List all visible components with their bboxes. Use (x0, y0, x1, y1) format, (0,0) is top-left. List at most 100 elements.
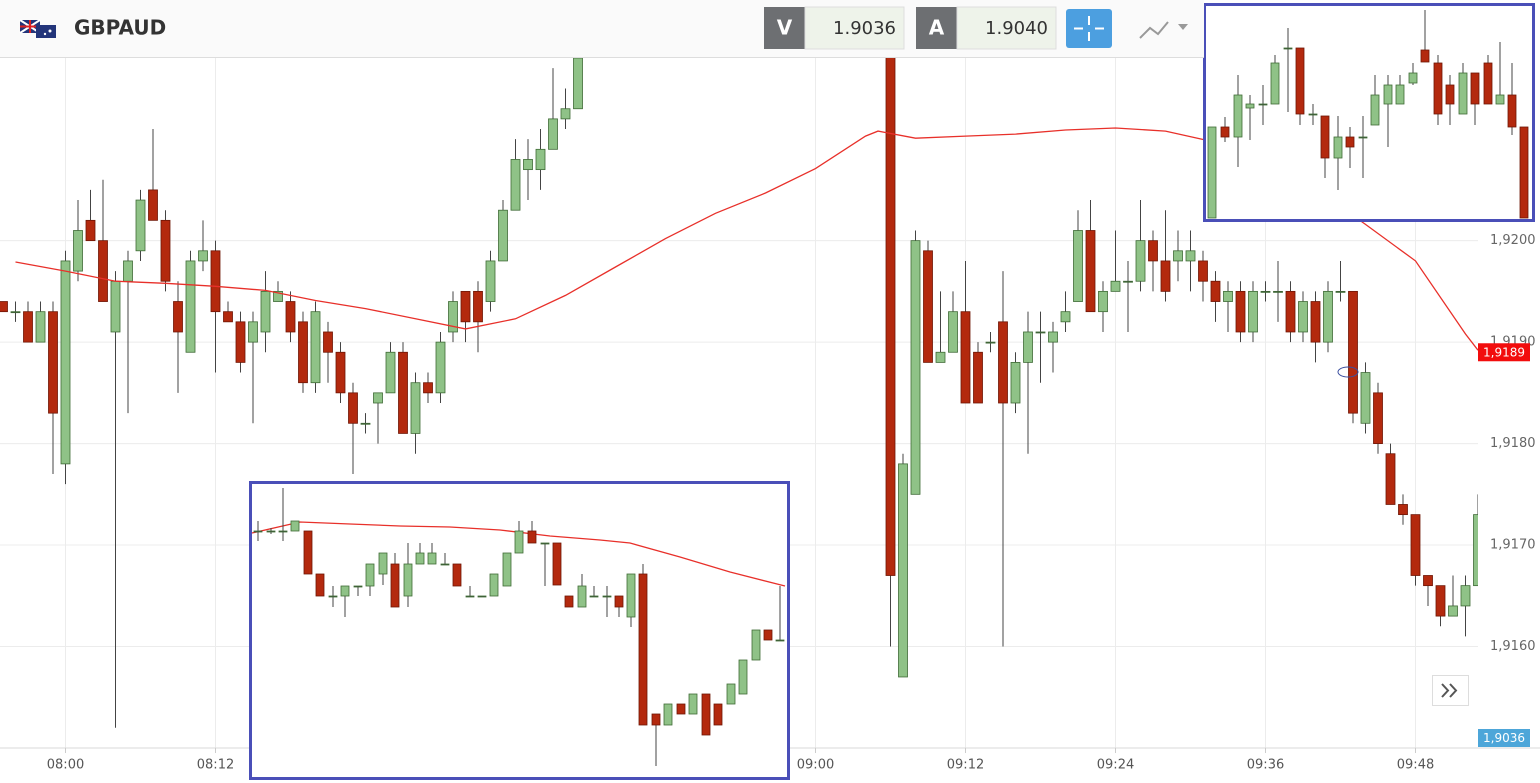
inset-candle (651, 713, 661, 726)
buy-button[interactable] (916, 7, 957, 49)
candle-body (1048, 331, 1058, 343)
inset-candle (726, 683, 736, 705)
candle-body (1273, 290, 1283, 293)
chart-type-icon[interactable] (1139, 21, 1169, 39)
candle-body (1373, 392, 1383, 444)
inset-candle (1495, 94, 1505, 105)
inset-candle (1320, 115, 1330, 159)
plot-area (0, 58, 1478, 728)
y-tick-label: 1,9200 (1490, 233, 1536, 248)
candle-body (135, 199, 146, 252)
candle-body (935, 351, 946, 363)
candle-body (48, 311, 58, 414)
dropdown-arrow[interactable] (1178, 24, 1188, 30)
inset-candle (1507, 94, 1517, 128)
inset-candle (1358, 136, 1368, 139)
inset-candle (1220, 126, 1230, 138)
candle-body (160, 219, 171, 282)
candle-body (560, 108, 571, 120)
candle-body (123, 260, 133, 282)
inset-candle (1308, 113, 1318, 116)
candle-body (548, 118, 558, 150)
candle-body (1198, 260, 1208, 282)
header: GBPAUD V 1.9036 A 1.9040 (0, 0, 1204, 58)
inset-candle (1370, 94, 1380, 126)
candle-body (1148, 240, 1158, 262)
candle-body (1298, 301, 1308, 333)
crosshair-button[interactable] (1066, 9, 1112, 48)
buy-price[interactable]: 1.9040 (985, 18, 1048, 39)
inset-candle (365, 563, 375, 587)
inset-panel (249, 481, 790, 780)
inset-candle (378, 552, 388, 575)
inset-candle (751, 629, 761, 661)
inset-candle (514, 530, 524, 554)
candle-body (198, 250, 208, 262)
candle-body (1473, 514, 1478, 587)
candle-body (360, 422, 371, 425)
inset-candle (403, 563, 413, 597)
inset-candle (1470, 72, 1480, 105)
candle-body (535, 148, 546, 171)
x-tick-label: 09:12 (947, 758, 984, 773)
inset-candle (415, 552, 425, 565)
inset-candle (688, 693, 698, 715)
inset-candle (489, 573, 499, 597)
candle-body (1185, 250, 1196, 262)
candle-body (0, 301, 8, 313)
y-tick-label: 1,9180 (1490, 436, 1536, 451)
candle-body (1160, 260, 1171, 292)
candle-body (73, 230, 83, 272)
candle-body (1010, 362, 1021, 404)
candle-body (1348, 290, 1358, 414)
candle-body (1385, 453, 1396, 505)
buy-price-box[interactable] (956, 6, 1057, 50)
sell-label[interactable]: V (777, 16, 793, 40)
price-tag (1478, 729, 1530, 747)
inset-candle (1283, 47, 1293, 50)
sell-price-box[interactable] (804, 6, 905, 50)
buy-label[interactable]: A (929, 16, 945, 40)
inset-candle (775, 639, 785, 642)
candle-body (485, 260, 496, 302)
candle-body (1310, 301, 1321, 343)
inset-line (251, 521, 786, 587)
candle-body (910, 240, 921, 495)
candle-body (523, 159, 533, 171)
candle-body (948, 311, 958, 353)
inset-candle (440, 563, 450, 566)
inset-candle (1270, 62, 1280, 105)
sell-price[interactable]: 1.9036 (833, 18, 896, 39)
candle-body (1235, 290, 1246, 333)
candle-body (1335, 290, 1346, 293)
inset-panel (1203, 3, 1535, 222)
candle-body (423, 382, 433, 394)
scroll-button[interactable] (1432, 675, 1469, 706)
candle-body (273, 290, 283, 302)
candle-body (173, 301, 183, 333)
candle-body (410, 382, 421, 434)
inset-candle (1233, 94, 1243, 138)
inset-candle (701, 693, 711, 736)
inset-candle (552, 542, 562, 586)
inset-candle (328, 595, 338, 598)
sell-button[interactable] (764, 7, 805, 49)
candle-body (1135, 240, 1146, 282)
inset-candle (527, 530, 537, 544)
candle-body (23, 311, 33, 343)
candle-body (223, 311, 233, 323)
candle-body (1123, 280, 1133, 283)
inset-candle (1458, 72, 1468, 115)
candle-body (248, 321, 258, 343)
candle-body (573, 58, 583, 110)
candle-body (985, 341, 996, 344)
x-tick-label: 09:48 (1397, 758, 1434, 773)
candle-body (1423, 575, 1433, 587)
candle-body (960, 311, 971, 404)
candle-body (1460, 585, 1471, 607)
candle-body (923, 250, 933, 363)
inset-candle (1483, 62, 1493, 105)
candle-body (1410, 514, 1421, 576)
candle-body (1435, 585, 1446, 617)
candle-body (1398, 504, 1408, 516)
